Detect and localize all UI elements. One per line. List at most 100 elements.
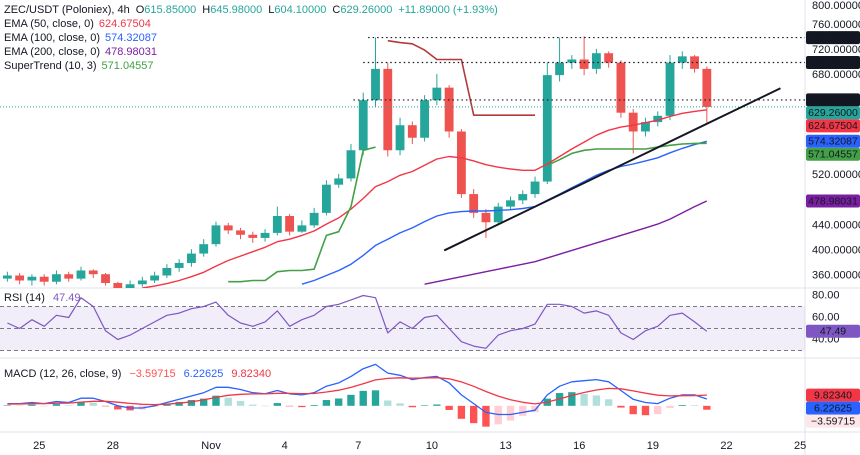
candle-body	[137, 280, 147, 285]
candle-body	[260, 232, 270, 238]
histogram-bar	[654, 405, 662, 415]
histogram-bar	[28, 404, 36, 406]
candle-body	[322, 184, 331, 213]
candle-body	[101, 274, 110, 283]
histogram-bar	[666, 405, 674, 409]
histogram-bar	[298, 405, 306, 408]
candle-body	[199, 244, 209, 254]
legend: MACD (12, 26, close, 9) −3.59715 6.22625 9.…	[4, 368, 271, 380]
histogram-bar	[678, 405, 686, 406]
histogram-bar	[187, 400, 196, 406]
y-tick-label: 760.00000	[812, 19, 860, 31]
histogram-bar	[617, 405, 625, 408]
legend: EMA (100, close, 0) 574.32087	[4, 32, 157, 44]
histogram-bar	[469, 405, 478, 424]
y-tick-label: 520.00000	[812, 169, 860, 181]
legend-text: RSI (14)	[4, 292, 45, 304]
legend: EMA (200, close, 0) 478.98031	[4, 46, 157, 58]
candle-body	[469, 194, 479, 213]
legend-value: +11.89000 (+1.93%)	[398, 4, 497, 16]
legend-text: O	[136, 4, 145, 16]
histogram-bar	[604, 399, 613, 406]
candle-body	[628, 112, 638, 132]
x-tick-label: 4	[282, 440, 288, 452]
histogram-bar	[273, 403, 282, 406]
candle-body	[248, 234, 258, 238]
x-tick-label: 16	[573, 440, 585, 452]
candle-body	[481, 212, 491, 223]
histogram-bar	[703, 405, 711, 410]
y-tick-label: 680.00000	[812, 69, 860, 81]
candle-body	[493, 206, 503, 223]
legend: SuperTrend (10, 3) 571.04557	[4, 60, 154, 72]
legend-value: 478.98031	[105, 46, 157, 58]
histogram-bar	[482, 405, 490, 427]
candle-body	[567, 59, 577, 63]
candle-body	[358, 100, 368, 151]
x-tick-label: 19	[647, 440, 659, 452]
x-tick-label: 25	[33, 440, 45, 452]
legend-value: 629.26000	[340, 4, 392, 16]
price-tag-label: −3.59715	[811, 415, 855, 427]
histogram-bar	[15, 405, 24, 406]
histogram-bar	[359, 390, 367, 406]
candle-body	[702, 68, 712, 107]
y-tick-label: 400.00000	[812, 244, 860, 256]
price-tag	[806, 134, 860, 148]
candle-body	[555, 62, 564, 76]
legend-text: EMA (200, close, 0)	[4, 46, 100, 58]
legend-text: L	[268, 4, 274, 16]
candle-body	[444, 87, 454, 132]
candle-body	[407, 125, 417, 138]
legend-value: 604.10000	[274, 4, 326, 16]
candle-body	[64, 274, 74, 279]
y-tick-label: 60.00	[812, 311, 840, 323]
candle-body	[591, 53, 601, 69]
candle-body	[309, 212, 319, 226]
legend-value: 6.22625	[184, 368, 224, 380]
legend-value: 645.98000	[210, 4, 262, 16]
histogram-bar	[371, 390, 380, 406]
histogram-bar	[641, 405, 650, 416]
legend-value: 615.85000	[144, 4, 196, 16]
indicator-line	[546, 142, 707, 167]
histogram-bar	[249, 404, 257, 406]
candle-body	[690, 56, 699, 69]
price-tag-label: 700.20153	[808, 57, 858, 69]
price-tag	[806, 388, 860, 402]
candle-body	[530, 181, 540, 195]
indicator-line	[424, 200, 708, 285]
candle-body	[616, 62, 626, 113]
price-tag	[806, 194, 860, 208]
histogram-bar	[457, 405, 466, 419]
histogram-bar	[396, 403, 404, 406]
y-tick-label: 80.00	[812, 289, 840, 301]
legend-value: 47.49	[53, 292, 81, 304]
price-tag-label: 740.00000	[808, 32, 858, 44]
price-tag	[806, 414, 860, 428]
price-tag-label: 629.26000	[808, 107, 858, 119]
candle-body	[88, 270, 98, 275]
candle-body	[52, 274, 61, 282]
price-tag	[806, 106, 860, 120]
candle-body	[395, 125, 405, 151]
price-tag-label: 640.40806	[808, 94, 858, 106]
histogram-bar	[212, 395, 220, 406]
histogram-bar	[384, 400, 392, 406]
price-tag-label: 478.98031	[808, 195, 858, 207]
indicator-line	[301, 140, 707, 285]
candle-body	[297, 225, 307, 232]
x-tick-label: Nov	[201, 440, 221, 452]
candle-body	[420, 100, 430, 138]
candle-body	[383, 68, 393, 151]
x-tick-label: 28	[107, 440, 119, 452]
x-tick-label: 13	[499, 440, 511, 452]
histogram-bar	[433, 404, 441, 406]
histogram-bar	[506, 405, 515, 421]
histogram-bar	[335, 398, 343, 406]
legend-value: −3.59715	[129, 368, 175, 380]
indicator-line	[142, 109, 707, 288]
histogram-bar	[89, 402, 97, 406]
price-tag-label: 574.32087	[808, 136, 858, 148]
